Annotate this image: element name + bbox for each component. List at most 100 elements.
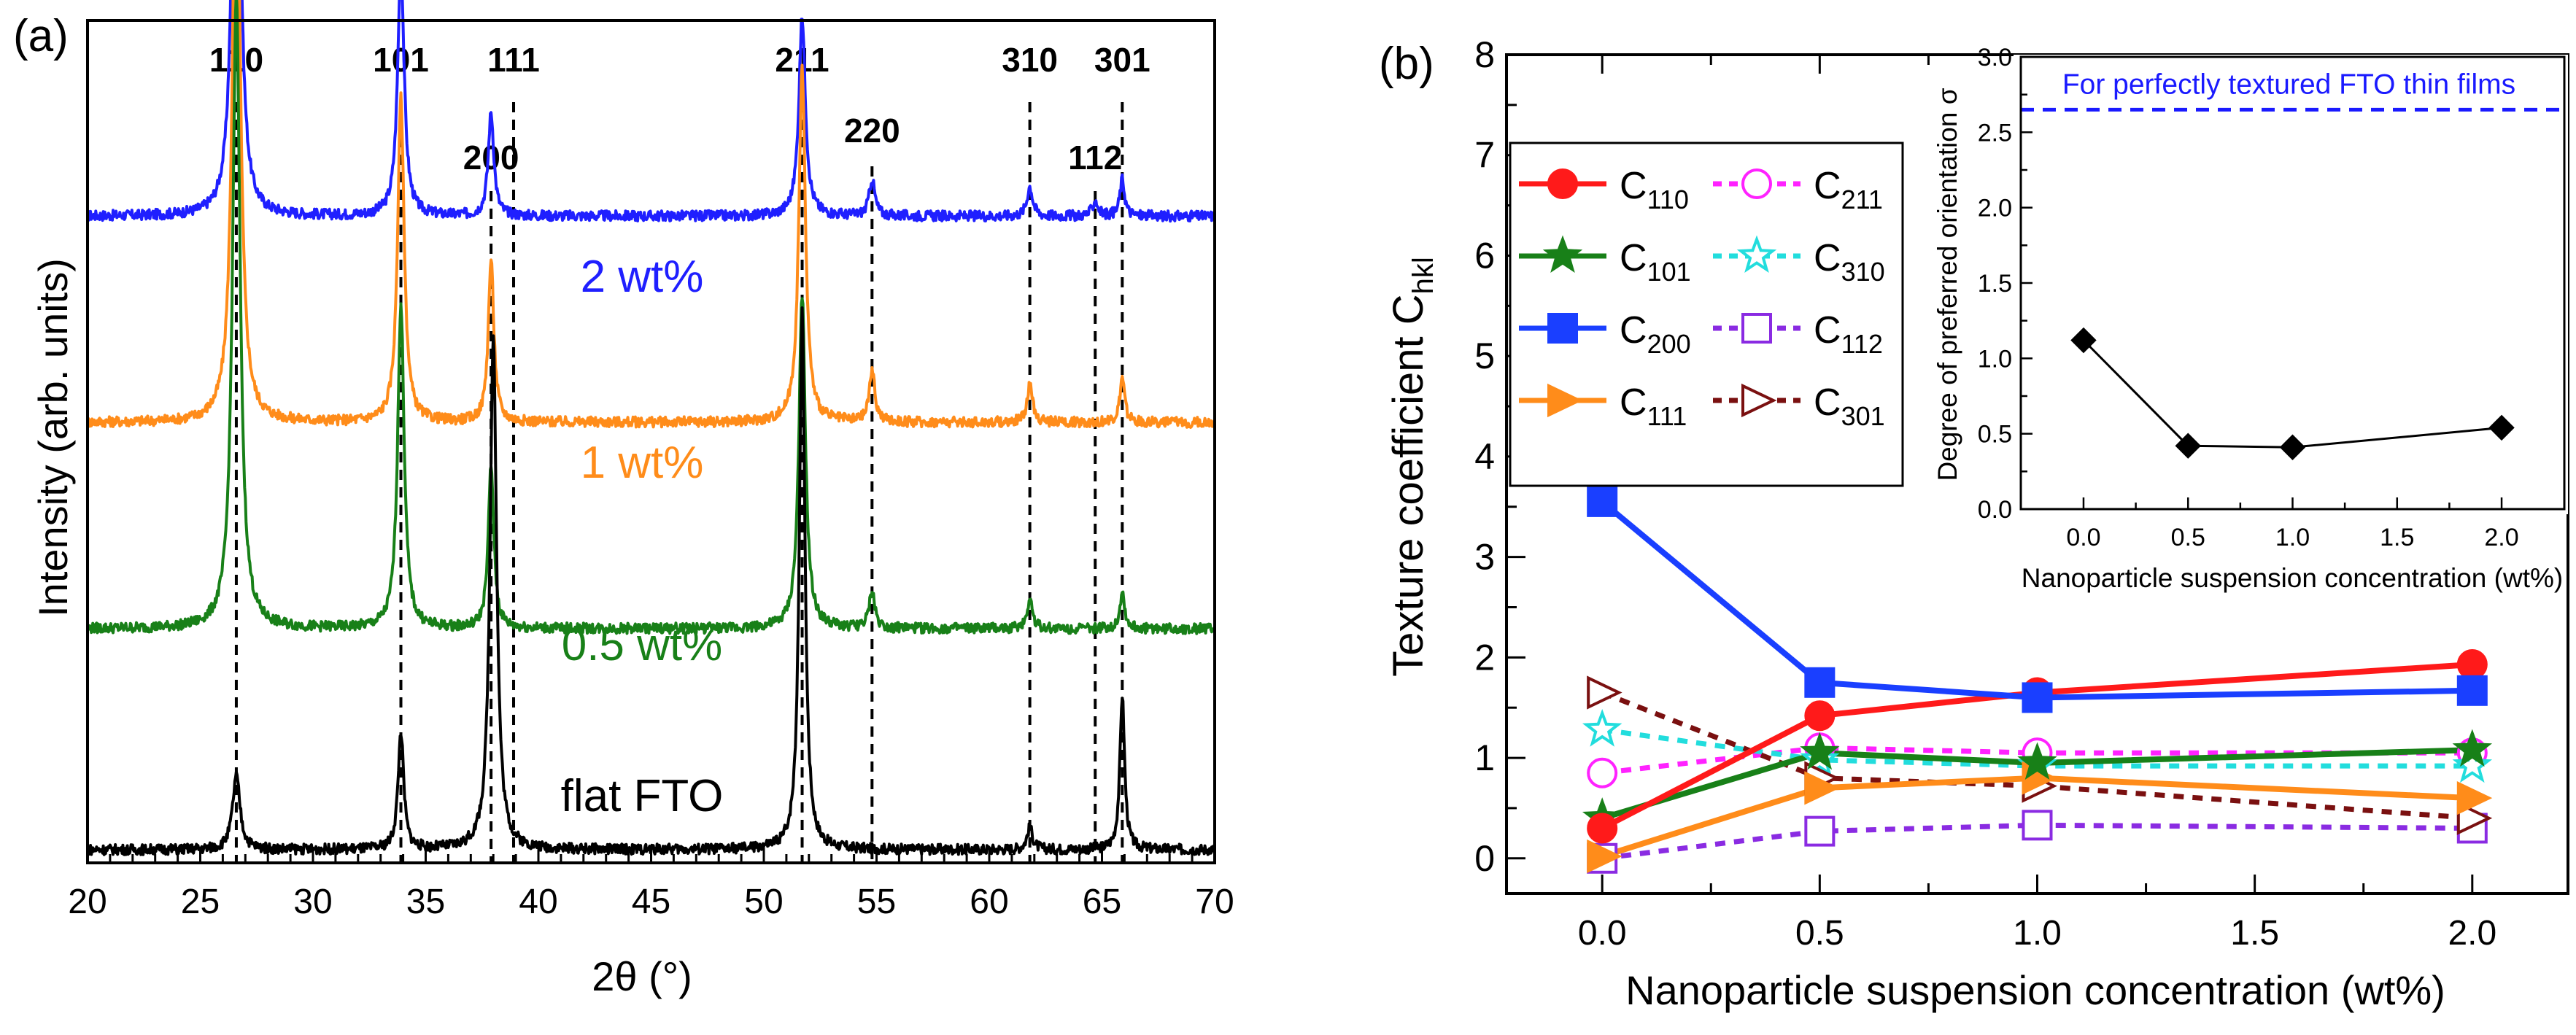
inset-y-tick-label: 0.0: [1978, 496, 2012, 524]
xrd-pattern-2: [86, 0, 1216, 635]
b-y-tick-label: 5: [1474, 336, 1495, 376]
panel-b-label: (b): [1379, 39, 1434, 89]
inset-x-tick-label: 0.0: [2066, 524, 2100, 551]
legend-entries: C110 C101 C200 C111 C211 C310 C112 C301: [1519, 165, 1885, 431]
marker-C111-0: [1587, 839, 1622, 874]
marker-C110-0: [1587, 813, 1618, 844]
xrd-pattern-1: [86, 0, 1215, 429]
reference-label-301: 301: [1094, 41, 1150, 79]
series-line-C111: [1601, 775, 2472, 859]
panel-b-y-ticks: 0 1 2 3 4 5 6 7 8: [1474, 34, 1525, 879]
legend-entry-C101: C101: [1519, 235, 1691, 287]
reference-label-101: 101: [373, 41, 429, 79]
inset-marker-1: [2175, 433, 2201, 459]
series-line-C211: [1601, 745, 2472, 776]
panel-a-x-ticks: 20 25 30 35 40 45 50 55 60 65 70: [68, 847, 1234, 921]
legend-marker: [1542, 235, 1583, 274]
inset-y-tick-label: 1.0: [1978, 345, 2012, 373]
inset-x-ticks: 0.0 0.5 1.0 1.5 2.0: [2066, 497, 2519, 551]
panel-a-y-label: Intensity (arb. units): [30, 258, 76, 617]
a-tick-label: 25: [181, 883, 220, 921]
marker-C200-2: [2022, 682, 2053, 713]
legend-label: C310: [1814, 237, 1885, 287]
series-line-C110: [1601, 662, 2473, 832]
a-tick-label: 20: [68, 883, 107, 921]
legend-entry-C112: C112: [1713, 309, 1883, 359]
marker-C310-3: [2452, 745, 2493, 783]
b-x-tick-label: 1.0: [2013, 914, 2062, 953]
marker-C101-2: [2017, 742, 2057, 780]
series-label-1: 1 wt%: [581, 438, 704, 488]
marker-C310-0: [1582, 708, 1622, 747]
marker-C112-2: [2022, 810, 2053, 841]
marker-C110-3: [2456, 648, 2488, 680]
b-x-tick-label: 2.0: [2448, 914, 2496, 953]
reference-label-200: 200: [463, 139, 519, 177]
marker-C200-1: [1804, 667, 1836, 698]
a-tick-label: 70: [1195, 883, 1234, 921]
b-x-tick-label: 0.5: [1795, 914, 1844, 953]
b-y-tick-label: 8: [1474, 34, 1495, 75]
b-y-tick-label: 3: [1474, 537, 1495, 578]
b-x-tick-label: 0.0: [1578, 914, 1627, 953]
inset-sigma-line: [2082, 339, 2502, 449]
inset-series: [2070, 327, 2515, 460]
b-y-tick-label: 2: [1474, 637, 1495, 678]
inset-y-tick-label: 2.0: [1978, 195, 2012, 222]
inset-x-tick-label: 1.5: [2380, 524, 2414, 551]
marker-C200-3: [2456, 675, 2488, 706]
inset-reference-label: For perfectly textured FTO thin films: [2062, 69, 2515, 100]
inset-x-label: Nanoparticle suspension concentration (w…: [2022, 563, 2563, 593]
inset-y-ticks: 0.0 0.5 1.0 1.5 2.0 2.5 3.0: [1978, 44, 2032, 524]
legend-label: C111: [1620, 381, 1687, 431]
inset-marker-2: [2279, 434, 2306, 460]
inset-x-tick-label: 1.0: [2275, 524, 2310, 551]
legend-entry-C301: C301: [1713, 381, 1885, 431]
inset-x-tick-label: 0.5: [2171, 524, 2205, 551]
legend-marker: [1547, 313, 1578, 344]
series-label-2: 0.5 wt%: [562, 620, 723, 670]
series-line-C200: [1600, 499, 2472, 701]
legend-marker: [1547, 168, 1578, 199]
inset-marker-3: [2488, 414, 2515, 441]
panel-b-inset: For perfectly textured FTO thin films 0.…: [1933, 44, 2568, 593]
marker-C301-0: [1587, 675, 1622, 710]
panel-a-label: (a): [13, 11, 69, 61]
marker-C101-1: [1800, 732, 1840, 770]
legend-label: C200: [1620, 309, 1691, 359]
inset-y-tick-label: 1.5: [1978, 270, 2012, 298]
marker-C301-3: [2456, 801, 2493, 835]
legend-marker: [1736, 235, 1777, 274]
legend-marker: [1741, 168, 1772, 199]
inset-y-label: Degree of preferred orientation σ: [1933, 88, 1962, 481]
inset-y-tick-label: 0.5: [1978, 421, 2012, 449]
legend-marker: [1741, 313, 1772, 344]
b-y-tick-label: 1: [1474, 737, 1495, 778]
legend-entry-C200: C200: [1519, 309, 1691, 359]
legend-entry-C111: C111: [1519, 381, 1687, 431]
marker-C112-1: [1804, 815, 1836, 847]
panel-a-series: 2 wt% 1 wt% 0.5 wt% flat FTO: [86, 0, 1216, 856]
a-tick-label: 40: [519, 883, 557, 921]
a-tick-label: 60: [970, 883, 1008, 921]
legend-label: C301: [1814, 381, 1885, 431]
inset-marker-0: [2070, 327, 2097, 354]
legend-entry-C110: C110: [1519, 165, 1689, 214]
inset-x-tick-label: 2.0: [2484, 524, 2518, 551]
panel-b-markers: [1582, 486, 2493, 874]
xrd-pattern-0: [87, 0, 1216, 223]
panel-b-y-label: Texture coefficient Chkl: [1385, 257, 1439, 677]
a-tick-label: 30: [293, 883, 332, 921]
reference-label-310: 310: [1002, 41, 1058, 79]
inset-reference: For perfectly textured FTO thin films: [2021, 69, 2564, 112]
marker-C111-1: [1804, 771, 1840, 805]
reference-label-111: 111: [487, 41, 540, 79]
b-y-tick-label: 6: [1474, 235, 1495, 276]
legend-marker: [1741, 383, 1777, 418]
legend-marker: [1547, 383, 1583, 418]
legend-entry-C310: C310: [1713, 235, 1885, 287]
inset-y-tick-label: 3.0: [1978, 44, 2012, 71]
reference-label-220: 220: [844, 112, 900, 150]
